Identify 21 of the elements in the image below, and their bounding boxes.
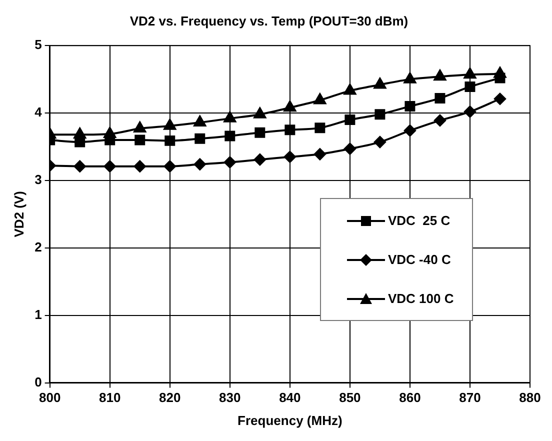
y-tick-label: 2 bbox=[34, 240, 42, 254]
x-tick-label: 850 bbox=[339, 390, 361, 406]
x-tick-label: 840 bbox=[279, 390, 301, 406]
x-tick-label: 880 bbox=[519, 390, 541, 406]
chart-title: VD2 vs. Frequency vs. Temp (POUT=30 dBm) bbox=[130, 13, 408, 28]
x-tick-label: 800 bbox=[38, 390, 61, 406]
x-axis-title: Frequency (MHz) bbox=[238, 412, 342, 428]
y-tick-label: 5 bbox=[34, 37, 42, 52]
x-tick-label: 820 bbox=[159, 390, 181, 406]
y-tick-label: 0 bbox=[34, 374, 42, 390]
y-tick-label: 3 bbox=[34, 172, 42, 188]
x-tick-label: 870 bbox=[459, 390, 481, 406]
legend-label: VDC -40 C bbox=[388, 252, 451, 267]
legend-label: VDC 100 C bbox=[388, 291, 454, 306]
y-tick-label: 1 bbox=[34, 306, 42, 322]
y-tick-label: 4 bbox=[34, 104, 43, 120]
x-tick-label: 810 bbox=[99, 390, 121, 406]
legend-label: VDC 25 C bbox=[388, 213, 450, 228]
x-tick-label: 830 bbox=[219, 390, 241, 406]
x-tick-label: 860 bbox=[399, 390, 421, 406]
y-axis-title: VD2 (V) bbox=[11, 191, 26, 238]
